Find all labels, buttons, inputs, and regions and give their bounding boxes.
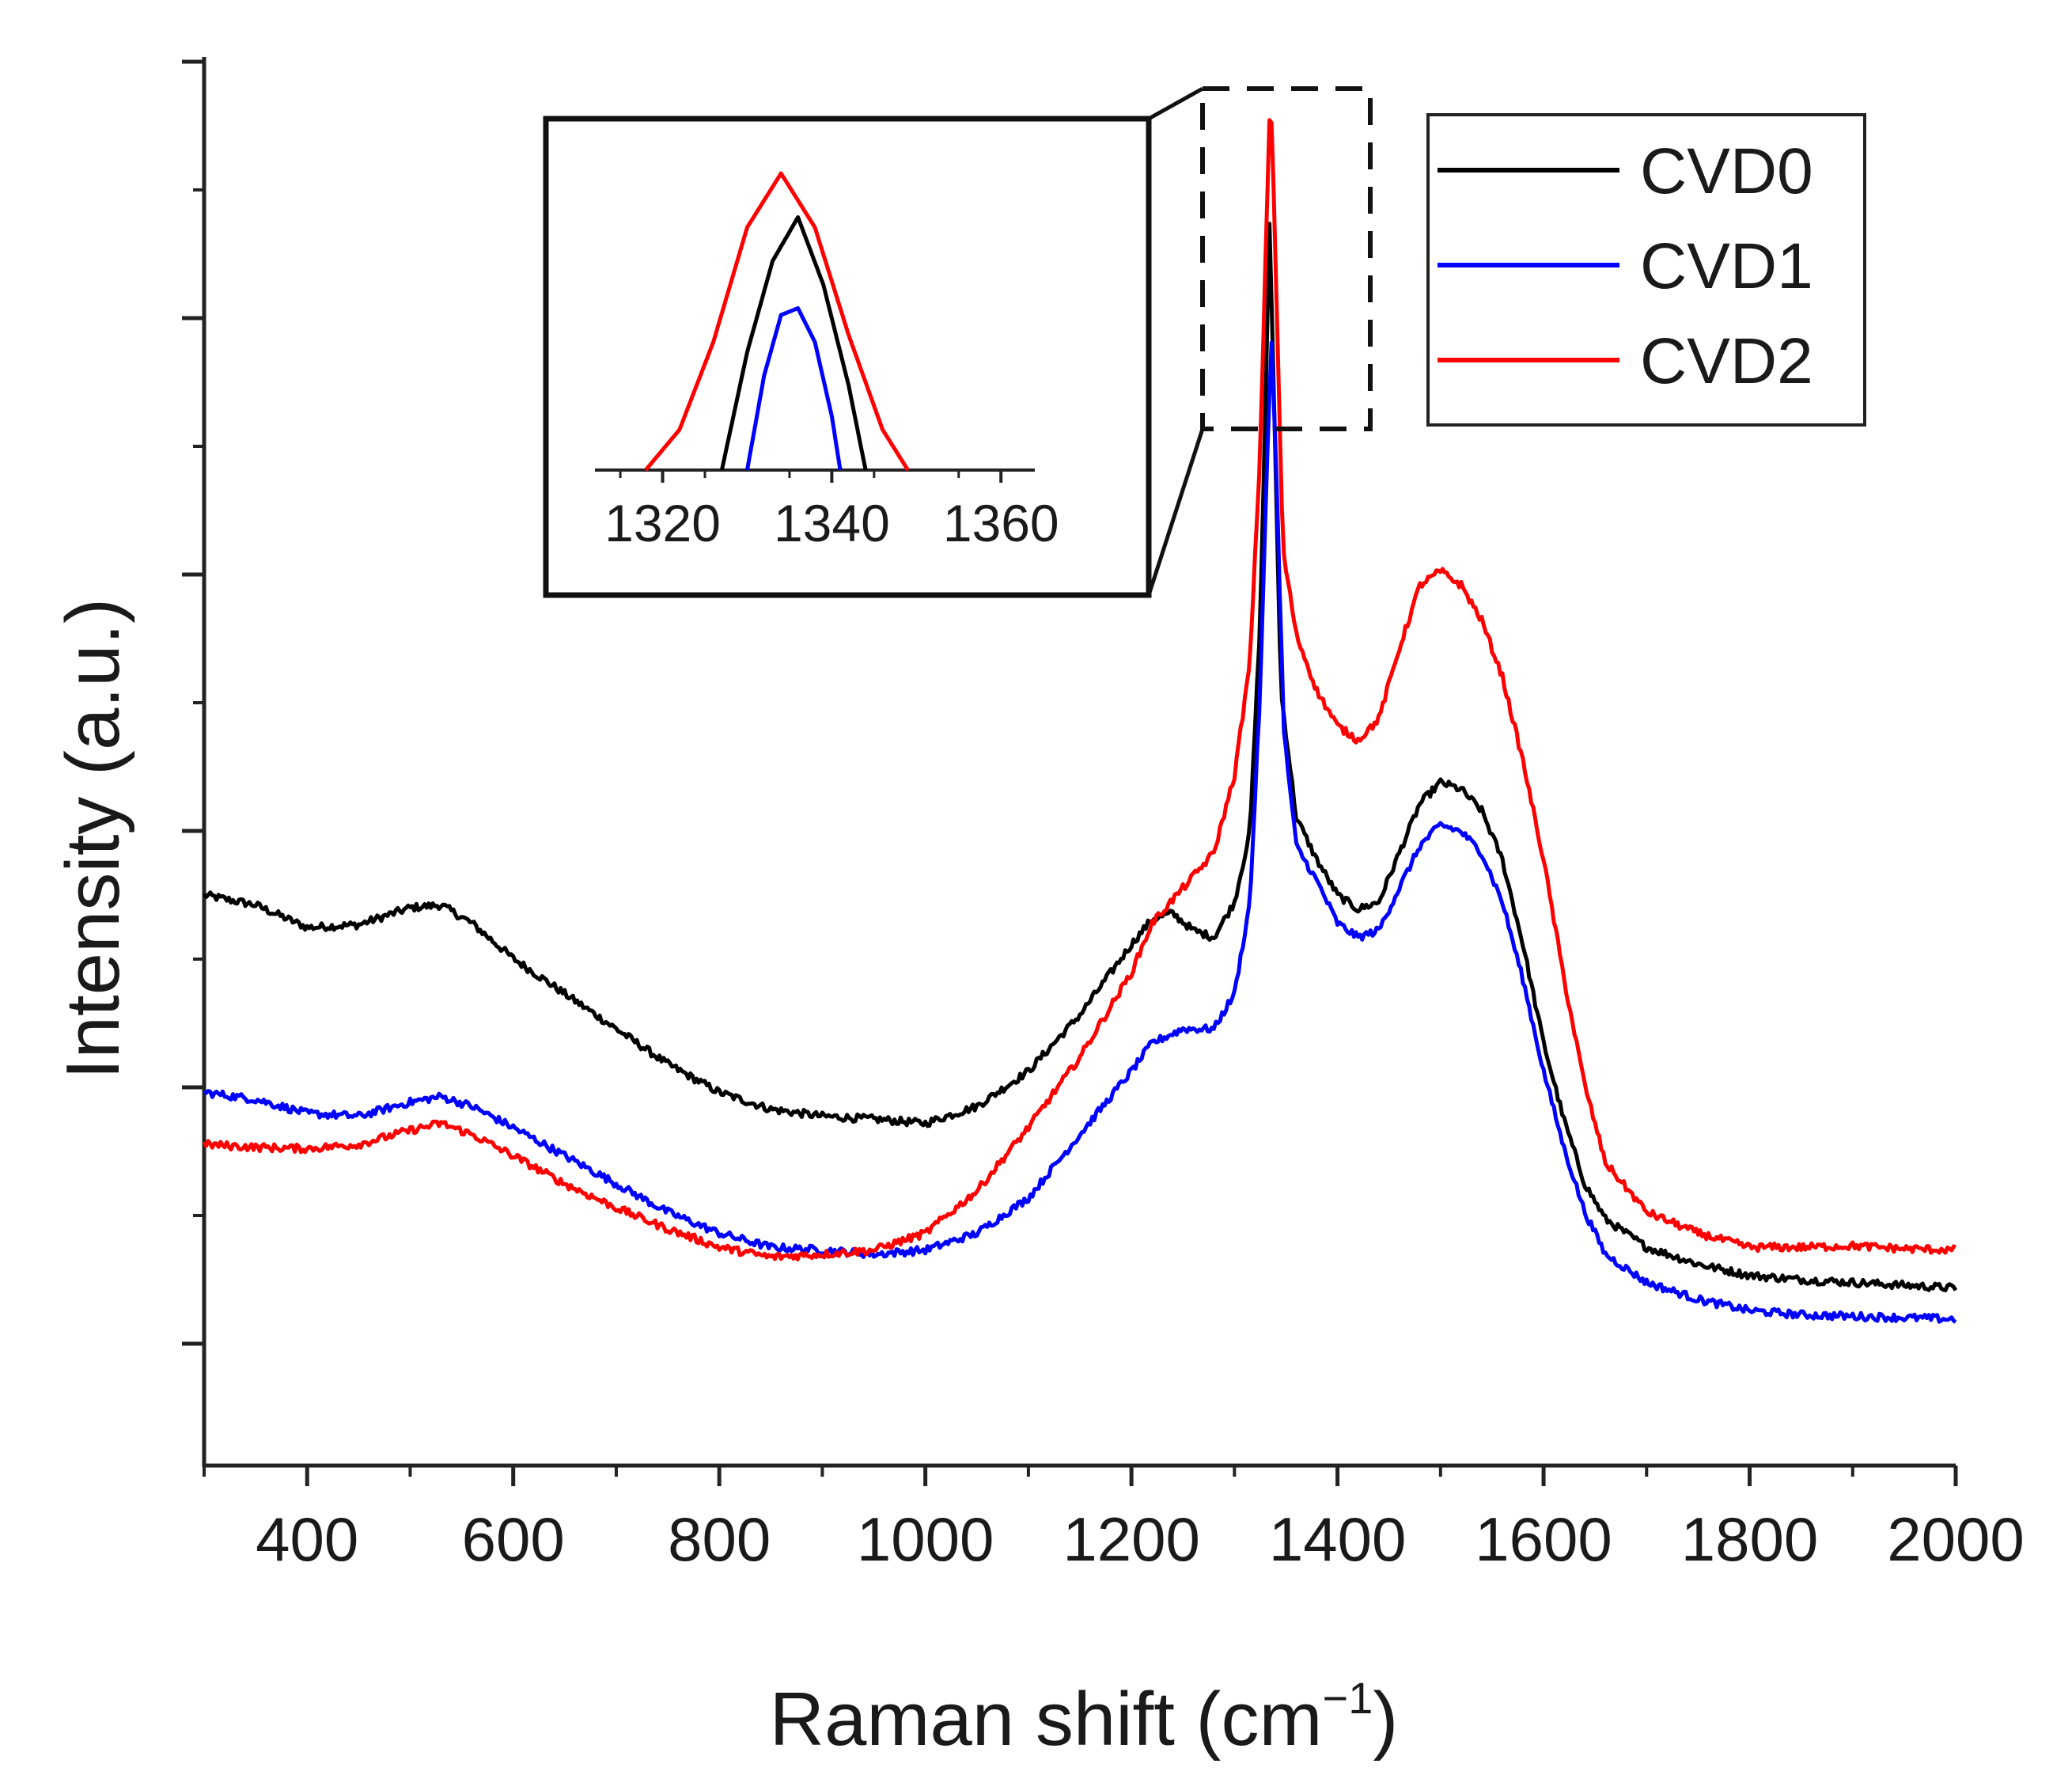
- legend-label-cvd1: CVD1: [1640, 230, 1813, 302]
- x-tick-label-1800: 1800: [1681, 1504, 1819, 1574]
- inset-x-tick-label-1340: 1340: [774, 494, 890, 552]
- x-tick-label-1600: 1600: [1475, 1504, 1612, 1574]
- zoom-dashed-box: [1200, 86, 1373, 431]
- legend-label-cvd0: CVD0: [1640, 135, 1813, 207]
- zoom-indicator: [1146, 86, 1373, 596]
- legend-label-cvd2: CVD2: [1640, 325, 1813, 397]
- inset-x-tick-label-1320: 1320: [604, 494, 721, 552]
- series-line-cvd0: [202, 222, 1958, 1292]
- series-lines: [202, 118, 1958, 1324]
- x-tick-label-600: 600: [462, 1504, 565, 1574]
- inset-connector-top: [1147, 86, 1204, 121]
- x-axis-label-end: ): [1373, 1677, 1398, 1762]
- series-line-cvd2: [202, 118, 1956, 1261]
- inset-frame: [543, 116, 1152, 598]
- x-tick-label-400: 400: [256, 1504, 358, 1574]
- inset-x-tick-label-1360: 1360: [943, 494, 1059, 552]
- series-line-cvd1: [203, 340, 1957, 1324]
- x-tick-label-2000: 2000: [1887, 1504, 2025, 1574]
- legend: CVD0 CVD1 CVD2: [1426, 113, 1866, 427]
- x-axis-label: Raman shift (cm−1): [770, 1673, 1399, 1762]
- x-tick-label-1400: 1400: [1269, 1504, 1407, 1574]
- x-axis-label-main: Raman shift (cm: [770, 1677, 1323, 1762]
- x-tick-label-1000: 1000: [857, 1504, 994, 1574]
- inset-plot: 1320 1340 1360: [543, 116, 1152, 598]
- x-tick-label-800: 800: [668, 1504, 771, 1574]
- legend-frame: [1426, 113, 1866, 427]
- axes: 400 600 800 1000 1200 1400 1600 1800 2000: [182, 57, 2025, 1574]
- inset-line-cvd2: [644, 171, 910, 472]
- inset-connector-bottom: [1146, 428, 1205, 596]
- x-axis-label-superscript: −1: [1322, 1673, 1373, 1723]
- inset-line-cvd0: [719, 215, 868, 471]
- y-axis-label: Intensity (a.u.): [51, 598, 135, 1079]
- inset-line-cvd1: [745, 306, 843, 471]
- x-tick-label-1200: 1200: [1063, 1504, 1200, 1574]
